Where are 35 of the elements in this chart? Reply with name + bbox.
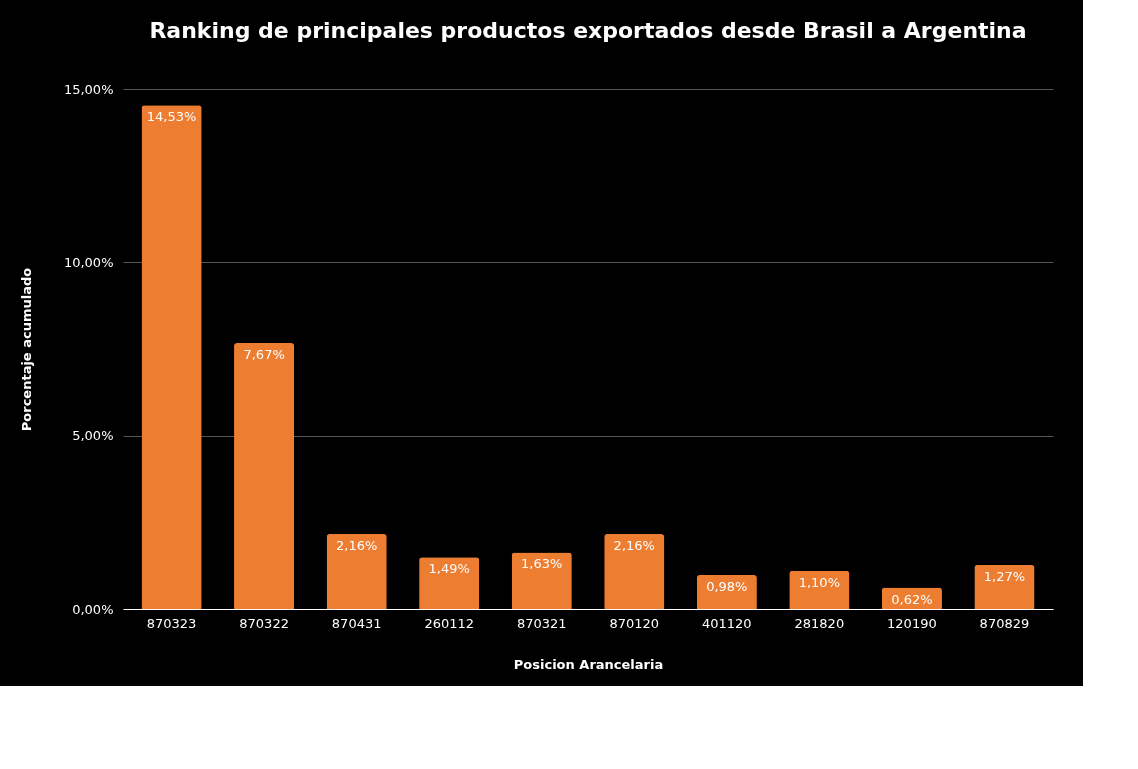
x-tick-label: 870323 xyxy=(146,615,197,631)
y-tick-label: 0,00% xyxy=(72,601,114,617)
data-label: 1,49% xyxy=(428,561,470,577)
x-tick-label: 870322 xyxy=(239,615,289,631)
data-label: 1,63% xyxy=(521,556,563,572)
y-tick-label: 5,00% xyxy=(72,428,114,444)
y-tick-label: 15,00% xyxy=(63,81,114,97)
x-tick-label: 281820 xyxy=(794,615,845,631)
bar xyxy=(604,534,665,609)
chart-title: Ranking de principales productos exportados desde Brasil a Argentina xyxy=(149,18,1027,43)
data-label: 0,62% xyxy=(891,591,933,607)
x-tick-label: 870829 xyxy=(979,615,1030,631)
bar xyxy=(789,570,850,609)
bar xyxy=(511,552,572,609)
x-axis-title: Posicion Arancelaria xyxy=(513,656,664,672)
data-label: 1,10% xyxy=(798,574,840,590)
data-label: 14,53% xyxy=(146,109,197,125)
y-tick-label: 10,00% xyxy=(63,254,114,270)
bar xyxy=(974,564,1035,609)
x-tick-label: 401120 xyxy=(701,615,752,631)
x-tick-label: 260112 xyxy=(424,615,475,631)
bar xyxy=(234,343,295,609)
data-label: 1,27% xyxy=(983,568,1026,584)
x-tick-label: 870321 xyxy=(516,615,567,631)
bar xyxy=(326,534,387,609)
x-tick-label: 870120 xyxy=(609,615,660,631)
x-tick-label: 120190 xyxy=(887,615,937,631)
data-label: 7,67% xyxy=(243,347,285,363)
data-label: 0,98% xyxy=(706,579,748,595)
data-label: 2,16% xyxy=(613,538,655,554)
data-label: 2,16% xyxy=(336,538,378,554)
bar xyxy=(419,557,480,609)
bar xyxy=(141,105,202,609)
x-tick-label: 870431 xyxy=(331,615,382,631)
y-axis-title: Porcentaje acumulado xyxy=(18,267,34,432)
